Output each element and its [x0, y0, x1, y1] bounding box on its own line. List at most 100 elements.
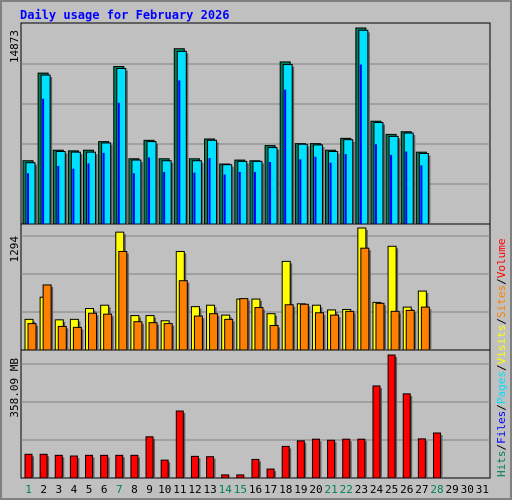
- bar-pages-day-12: [191, 160, 202, 225]
- bar-volume-day-18: [281, 445, 290, 479]
- bar-pages-day-10: [161, 160, 172, 225]
- x-tick-label: 25: [385, 483, 398, 496]
- legend-sites: Sites: [495, 285, 508, 318]
- y-max-label-2: 1294: [8, 236, 21, 263]
- x-tick-label: 28: [430, 483, 443, 496]
- bar-volume-day-8: [130, 454, 139, 479]
- bar-sites-day-19: [299, 303, 309, 351]
- bar-volume-day-21: [327, 439, 336, 479]
- bar-volume-day-13: [206, 456, 215, 479]
- bar-volume-day-24: [372, 385, 381, 479]
- x-tick-label: 19: [294, 483, 307, 496]
- bar-pages-day-1: [25, 162, 36, 225]
- bar-pages-day-13: [207, 139, 218, 225]
- bar-sites-day-4: [72, 326, 82, 351]
- x-tick-label: 10: [158, 483, 171, 496]
- bar-pages-day-2: [40, 74, 51, 225]
- bar-sites-day-17: [269, 324, 279, 351]
- bar-volume-day-27: [417, 438, 426, 479]
- bar-volume-day-22: [342, 438, 351, 479]
- bar-volume-day-15: [236, 474, 245, 479]
- bar-pages-day-27: [418, 152, 429, 225]
- bar-volume-day-16: [251, 458, 260, 479]
- x-tick-label: 20: [309, 483, 322, 496]
- x-tick-label: 22: [340, 483, 353, 496]
- bar-sites-day-8: [133, 321, 143, 351]
- y-max-label-1: 14873: [8, 30, 21, 63]
- x-tick-label: 30: [461, 483, 474, 496]
- bar-sites-day-14: [224, 318, 234, 351]
- x-tick-label: 31: [476, 483, 489, 496]
- bar-sites-day-9: [148, 322, 158, 351]
- x-tick-label: 24: [370, 483, 384, 496]
- bar-pages-day-22: [343, 139, 354, 225]
- bar-sites-day-10: [163, 323, 173, 351]
- y-max-label-3: 358.09 MB: [8, 358, 21, 418]
- bar-volume-day-5: [85, 454, 94, 479]
- bar-volume-day-23: [357, 438, 366, 479]
- x-tick-label: 12: [188, 483, 201, 496]
- bar-pages-day-17: [267, 147, 278, 225]
- legend-slash: /: [495, 444, 508, 451]
- x-tick-label: 27: [415, 483, 428, 496]
- bar-pages-day-9: [146, 141, 157, 225]
- bar-volume-day-7: [115, 454, 124, 479]
- x-tick-label: 29: [446, 483, 459, 496]
- bar-sites-day-7: [118, 250, 128, 351]
- x-tick-label: 14: [219, 483, 233, 496]
- bar-sites-day-18: [284, 304, 294, 351]
- bar-pages-day-16: [252, 160, 263, 225]
- bar-sites-day-12: [193, 315, 203, 351]
- bar-volume-day-14: [221, 474, 230, 479]
- x-tick-label: 16: [249, 483, 262, 496]
- bar-sites-day-5: [88, 312, 98, 351]
- bar-pages-day-5: [86, 151, 97, 225]
- bar-sites-day-13: [209, 313, 219, 351]
- bar-pages-day-11: [176, 50, 187, 225]
- bar-sites-day-3: [57, 325, 67, 351]
- bar-sites-day-1: [27, 323, 37, 351]
- bar-sites-day-20: [314, 312, 324, 351]
- legend-slash: /: [495, 318, 508, 325]
- x-tick-label: 7: [116, 483, 123, 496]
- bar-pages-day-20: [312, 144, 323, 225]
- bar-sites-day-22: [345, 310, 355, 351]
- bar-volume-day-20: [311, 438, 320, 479]
- bar-sites-day-27: [420, 306, 430, 351]
- legend-files: Files: [495, 411, 508, 444]
- bar-pages-day-4: [70, 151, 81, 225]
- bar-volume-day-1: [24, 453, 33, 479]
- bar-pages-day-25: [388, 135, 399, 225]
- bar-sites-day-11: [178, 280, 188, 351]
- x-tick-label: 17: [264, 483, 277, 496]
- legend-volume: Volume: [495, 239, 508, 279]
- bar-pages-day-14: [222, 164, 233, 225]
- x-tick-label: 21: [325, 483, 338, 496]
- x-tick-label: 6: [101, 483, 108, 496]
- bar-volume-day-6: [100, 454, 109, 479]
- bar-volume-day-2: [39, 453, 48, 479]
- x-tick-label: 11: [173, 483, 186, 496]
- bar-volume-day-19: [296, 440, 305, 479]
- x-tick-label: 18: [279, 483, 292, 496]
- legend-slash: /: [495, 364, 508, 371]
- bar-sites-day-6: [103, 313, 113, 351]
- bar-pages-day-18: [282, 64, 293, 225]
- bar-volume-day-12: [190, 455, 199, 479]
- bar-pages-day-21: [328, 151, 339, 225]
- bar-sites-day-26: [405, 309, 415, 351]
- bar-pages-day-24: [373, 122, 384, 225]
- x-tick-label: 23: [355, 483, 368, 496]
- bar-volume-day-4: [69, 455, 78, 479]
- bar-sites-day-24: [375, 302, 385, 351]
- bar-pages-day-26: [403, 132, 414, 225]
- bar-pages-day-7: [116, 67, 127, 225]
- bar-volume-day-11: [175, 410, 184, 479]
- legend-slash: /: [495, 278, 508, 285]
- bar-volume-day-10: [160, 459, 169, 479]
- bar-pages-day-6: [101, 142, 112, 225]
- x-tick-label: 15: [234, 483, 247, 496]
- bar-pages-day-3: [55, 151, 66, 225]
- legend-slash: /: [495, 404, 508, 411]
